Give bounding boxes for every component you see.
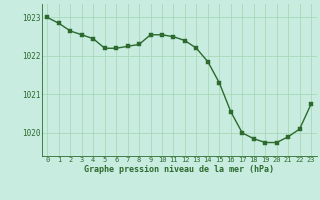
X-axis label: Graphe pression niveau de la mer (hPa): Graphe pression niveau de la mer (hPa) xyxy=(84,165,274,174)
